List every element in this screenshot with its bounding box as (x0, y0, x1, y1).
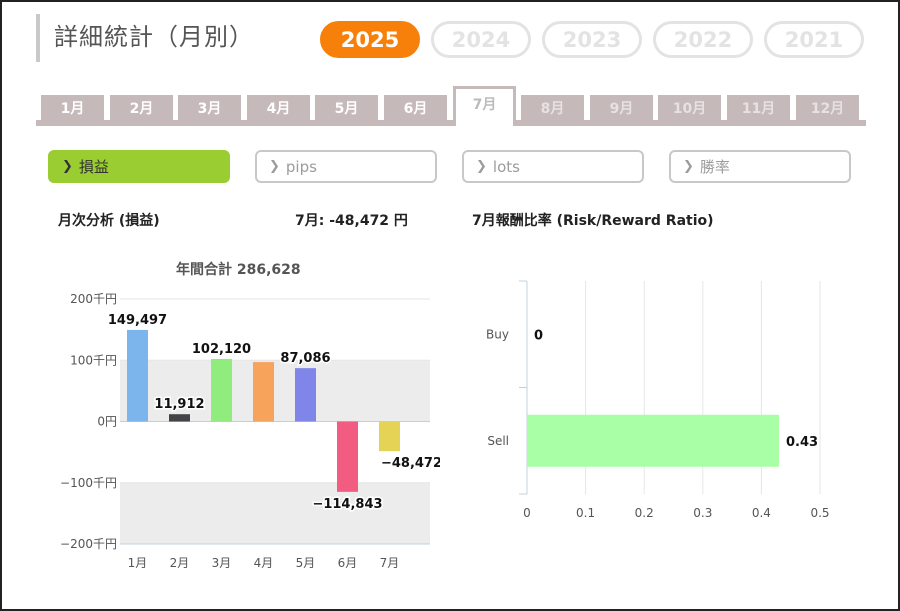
tab-month-4[interactable]: 4月 (247, 95, 310, 121)
monthly-analysis-heading: 月次分析 (損益) (58, 213, 160, 229)
data-label: 11,912 (154, 397, 204, 412)
plot-band (120, 360, 430, 422)
x-tick-label: 7月 (380, 556, 400, 570)
bar-3月 (211, 358, 232, 422)
data-label: 102,120 (192, 342, 251, 357)
tab-month-10: 10月 (658, 95, 721, 121)
monthly-profit-chart: 200千円 100千円 0円 −100千円 −200千円 1月 149,497 2月 11,91… (60, 292, 440, 570)
x-tick-label: 3月 (212, 556, 232, 570)
tab-month-1[interactable]: 1月 (41, 95, 104, 121)
title-bar: 詳細統計（月別） (36, 14, 254, 62)
metric-tab-label: pips (285, 157, 317, 176)
metric-tab-label: 損益 (78, 158, 109, 176)
chevron-right-icon: ❯ (476, 159, 487, 174)
x-tick-label: 0.2 (635, 506, 654, 520)
bar-2月 (169, 414, 190, 422)
y-tick-label: Buy (486, 327, 509, 341)
y-tick-label: 0円 (97, 415, 117, 429)
x-tick-label: 0 (523, 506, 531, 520)
x-tick-label: 1月 (128, 556, 148, 570)
data-label: −48,472 (381, 456, 440, 471)
data-label: 149,497 (108, 313, 167, 328)
chevron-right-icon: ❯ (269, 159, 280, 174)
annual-total: 年間合計 286,628 (176, 262, 301, 278)
year-button-2024[interactable]: 2024 (431, 21, 531, 58)
current-month-summary: 7月: -48,472 円 (295, 213, 408, 229)
chevron-right-icon: ❯ (62, 159, 73, 174)
month-tabs: 1月 2月 3月 4月 5月 6月 7月 8月 9月 10月 11月 12月 (36, 86, 866, 126)
page-title: 詳細統計（月別） (54, 23, 254, 51)
x-tick-label: 4月 (254, 556, 274, 570)
data-label: −114,843 (312, 497, 382, 512)
metric-tab-lots[interactable]: ❯ lots (462, 150, 644, 183)
year-button-2021[interactable]: 2021 (764, 21, 864, 58)
tab-month-7[interactable]: 7月 (453, 86, 516, 126)
y-tick-label: −200千円 (60, 537, 117, 551)
year-selector: 2025 2024 2023 2022 2021 (320, 21, 864, 58)
tab-month-11: 11月 (727, 95, 790, 121)
tab-month-6[interactable]: 6月 (384, 95, 447, 121)
x-tick-label: 0.5 (810, 506, 829, 520)
x-tick-label: 0.3 (693, 506, 712, 520)
y-tick-label: 200千円 (70, 292, 117, 306)
tab-month-2[interactable]: 2月 (110, 95, 173, 121)
data-label: 0 (534, 328, 543, 343)
risk-reward-chart: 0 0.1 0.2 0.3 0.4 0.5 Buy 0 Sell 0.43 (486, 280, 830, 520)
tab-month-8: 8月 (521, 95, 584, 121)
bar-Sell (527, 414, 779, 467)
metric-tab-pips[interactable]: ❯ pips (255, 150, 437, 183)
plot-band (120, 482, 430, 544)
bar-6月 (337, 421, 358, 492)
x-tick-label: 0.1 (576, 506, 595, 520)
metric-tab-winrate[interactable]: ❯ 勝率 (669, 150, 851, 183)
metric-tab-label: lots (492, 157, 520, 176)
tab-month-3[interactable]: 3月 (178, 95, 241, 121)
metric-tab-label: 勝率 (699, 158, 730, 176)
x-tick-label: 2月 (170, 556, 190, 570)
year-button-2023[interactable]: 2023 (542, 21, 642, 58)
bar-7月 (379, 421, 400, 452)
x-tick-label: 6月 (338, 556, 358, 570)
y-tick-label: 100千円 (70, 353, 117, 367)
y-tick-label: Sell (487, 434, 509, 448)
year-button-2025[interactable]: 2025 (320, 21, 420, 58)
tab-month-12: 12月 (796, 95, 859, 121)
month-tabs-baseline (36, 120, 866, 126)
x-tick-label: 0.4 (752, 506, 771, 520)
data-label: 87,086 (280, 351, 330, 366)
metric-tab-profit[interactable]: ❯ 損益 (48, 150, 230, 183)
risk-reward-heading: 7月報酬比率 (Risk/Reward Ratio) (472, 213, 714, 229)
x-tick-label: 5月 (296, 556, 316, 570)
tab-month-5[interactable]: 5月 (315, 95, 378, 121)
year-button-2022[interactable]: 2022 (653, 21, 753, 58)
bar-5月 (295, 368, 316, 422)
data-label: 0.43 (786, 435, 818, 450)
y-tick-label: −100千円 (60, 476, 117, 490)
chevron-right-icon: ❯ (683, 159, 694, 174)
bar-4月 (253, 362, 274, 422)
tab-month-9: 9月 (590, 95, 653, 121)
bar-1月 (127, 329, 148, 422)
